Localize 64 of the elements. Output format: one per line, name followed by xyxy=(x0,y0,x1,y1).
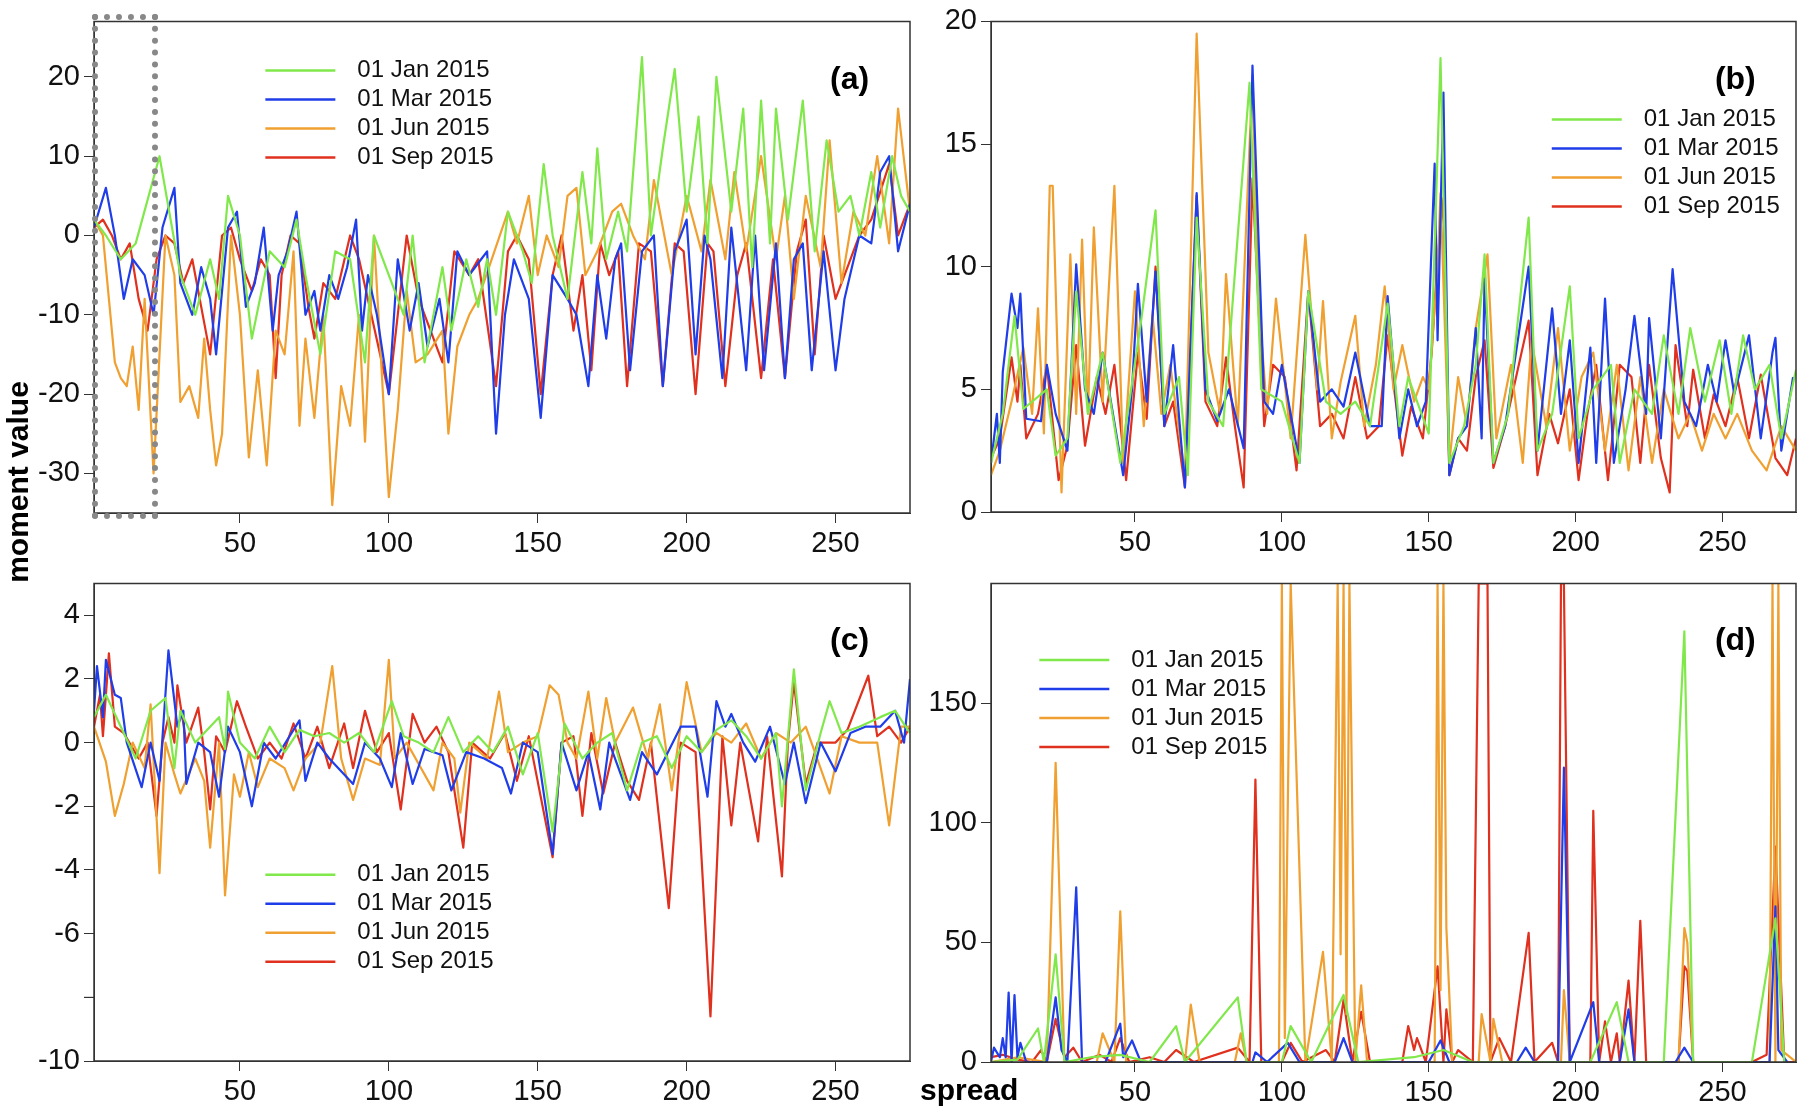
y-tick-label: -2 xyxy=(54,788,80,821)
legend-label: 01 Mar 2015 xyxy=(1131,673,1267,701)
legend-label: 01 Jun 2015 xyxy=(1643,162,1776,190)
x-tick-label: 50 xyxy=(223,1074,257,1107)
x-tick-label: 150 xyxy=(513,1074,562,1107)
y-tick-label: 150 xyxy=(928,685,977,718)
x-tick-label: 250 xyxy=(1698,525,1747,558)
y-tick-label: 0 xyxy=(63,724,80,757)
y-axis-title: moment value xyxy=(1,381,35,583)
x-tick-label: 200 xyxy=(662,526,711,559)
x-tick-label: 200 xyxy=(662,1074,711,1107)
legend-label: 01 Jun 2015 xyxy=(357,917,490,945)
y-tick-label: 5 xyxy=(960,371,977,404)
y-tick-label: -4 xyxy=(54,851,80,884)
legend-label: 01 Jan 2015 xyxy=(1131,644,1264,672)
x-tick-label: 150 xyxy=(1404,1075,1453,1108)
y-tick-label: -6 xyxy=(54,915,80,948)
annotation: (a) xyxy=(830,60,870,97)
x-tick-label: 50 xyxy=(223,526,257,559)
y-tick-label: -10 xyxy=(38,1043,80,1075)
x-tick-label: 250 xyxy=(811,526,860,559)
y-tick-label: 10 xyxy=(47,138,80,171)
x-tick-label: 150 xyxy=(1404,525,1453,558)
y-tick-label: 4 xyxy=(63,597,80,630)
y-tick-label: 20 xyxy=(47,58,80,91)
annotation: (d) xyxy=(1714,620,1756,657)
x-tick-label: 200 xyxy=(1551,1075,1600,1108)
x-axis-title: spread xyxy=(920,1073,1019,1107)
x-tick-label: 250 xyxy=(1698,1075,1747,1108)
x-tick-label: 100 xyxy=(1257,525,1307,558)
legend-label: 01 Mar 2015 xyxy=(1643,133,1779,161)
x-tick-label: 50 xyxy=(1118,1075,1152,1108)
legend-label: 01 Sep 2015 xyxy=(1131,731,1268,759)
x-tick-label: 150 xyxy=(513,526,562,559)
x-tick-label: 100 xyxy=(1257,1075,1307,1108)
y-tick-label: 20 xyxy=(944,3,977,36)
x-tick-label: 100 xyxy=(364,1074,414,1107)
x-tick-label: 50 xyxy=(1118,525,1152,558)
legend-label: 01 Sep 2015 xyxy=(357,946,494,974)
y-tick-label: 0 xyxy=(960,1044,977,1076)
y-tick-label: -20 xyxy=(38,376,80,409)
x-tick-label: 200 xyxy=(1551,525,1600,558)
legend-label: 01 Jan 2015 xyxy=(1643,104,1776,132)
y-tick-label: 0 xyxy=(960,494,977,526)
y-tick-label: -10 xyxy=(38,296,80,329)
y-tick-label: 50 xyxy=(944,924,977,957)
x-tick-label: 250 xyxy=(811,1074,860,1107)
y-tick-label: 0 xyxy=(63,217,80,250)
legend-label: 01 Jan 2015 xyxy=(357,55,490,83)
legend-label: 01 Mar 2015 xyxy=(357,888,493,916)
legend-label: 01 Mar 2015 xyxy=(357,84,493,112)
legend-label: 01 Jun 2015 xyxy=(1131,702,1264,730)
x-tick-label: 100 xyxy=(364,526,414,559)
legend-label: 01 Sep 2015 xyxy=(1643,191,1780,219)
legend-label: 01 Sep 2015 xyxy=(357,142,494,170)
y-tick-label: 100 xyxy=(928,804,977,837)
annotation: (b) xyxy=(1714,60,1756,97)
annotation: (c) xyxy=(830,620,870,657)
y-tick-label: -30 xyxy=(38,455,80,488)
y-tick-label: 2 xyxy=(63,660,80,693)
y-tick-label: 10 xyxy=(944,248,977,281)
legend-label: 01 Jan 2015 xyxy=(357,859,490,887)
y-tick-label: 15 xyxy=(944,126,977,159)
legend-label: 01 Jun 2015 xyxy=(357,113,490,141)
